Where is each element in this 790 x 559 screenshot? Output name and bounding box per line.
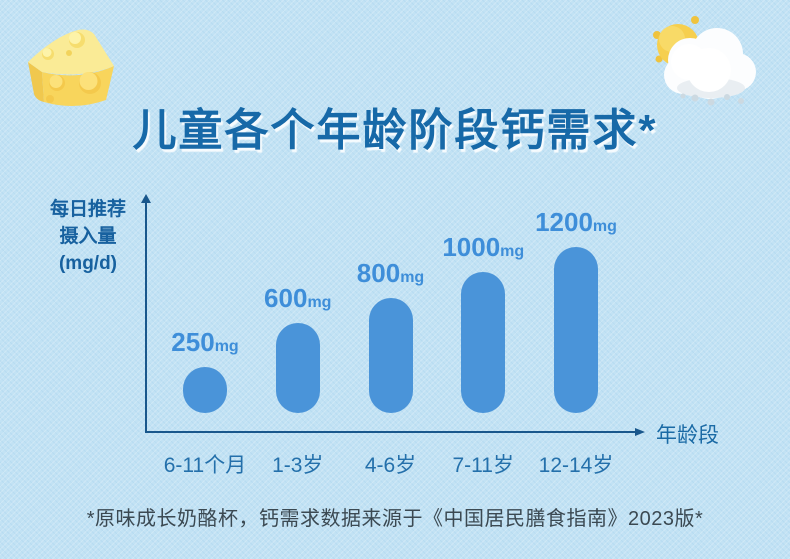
bar-7-11岁 xyxy=(461,272,506,413)
tick-label-1-3岁: 1-3岁 xyxy=(272,454,324,477)
x-axis-line xyxy=(145,431,637,433)
footnote: *原味成长奶酪杯，钙需求数据来源于《中国居民膳食指南》2023版* xyxy=(86,508,704,530)
y-axis-label-line1: 每日推荐 xyxy=(49,199,126,220)
value-label-800mg: 800mg xyxy=(356,258,425,288)
y-axis-arrowhead xyxy=(141,194,151,203)
bar-1-3岁 xyxy=(275,323,320,413)
bar-4-6岁 xyxy=(368,298,413,413)
value-label-250mg: 250mg xyxy=(171,327,239,357)
y-axis-label-line2: 摄入量 xyxy=(59,226,117,247)
page-title: 儿童各个年龄阶段钙需求* xyxy=(132,106,658,155)
y-axis-line xyxy=(145,202,147,432)
x-axis-arrowhead xyxy=(635,428,645,436)
tick-label-4-6岁: 4-6岁 xyxy=(364,454,417,477)
value-label-1200mg: 1200mg xyxy=(535,207,617,237)
bar-6-11个月 xyxy=(183,367,227,413)
tick-label-6-11个月: 6-11个月 xyxy=(163,454,247,477)
y-axis-label: 每日推荐 摄入量 (mg/d) xyxy=(33,196,143,277)
value-label-1000mg: 1000mg xyxy=(442,232,525,262)
cheese-wedge-icon xyxy=(28,29,114,107)
sun-behind-cloud-icon xyxy=(653,16,756,106)
tick-label-12-14岁: 12-14岁 xyxy=(538,454,614,477)
y-axis-label-line3: (mg/d) xyxy=(58,253,118,274)
x-axis-title: 年龄段 xyxy=(656,424,719,447)
value-label-600mg: 600mg xyxy=(264,283,332,313)
tick-label-7-11岁: 7-11岁 xyxy=(452,454,514,477)
bar-12-14岁 xyxy=(554,247,598,413)
